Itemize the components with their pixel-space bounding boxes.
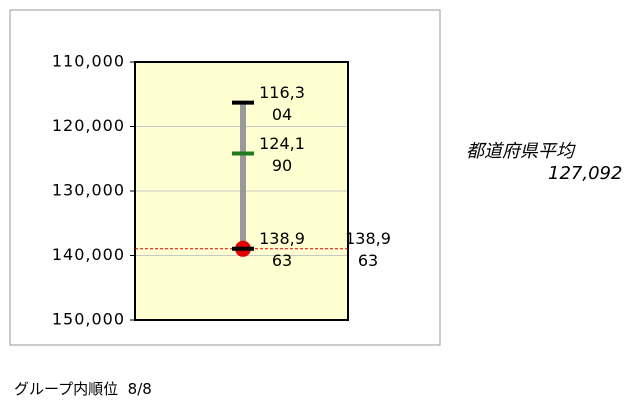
rank-name: グループ内順位 <box>14 380 119 398</box>
value-label: 138,963 <box>259 228 305 270</box>
value-label: 124,190 <box>259 133 305 175</box>
average-name: 都道府県平均 <box>466 141 574 162</box>
y-tick-label: 110,000 <box>52 52 125 71</box>
rank-label: 8/8 <box>127 380 152 398</box>
point-label: 138,963 <box>345 228 391 270</box>
y-tick-label: 150,000 <box>52 310 125 329</box>
y-tick-label: 120,000 <box>52 116 125 135</box>
y-tick-label: 130,000 <box>52 181 125 200</box>
rank: グループ内順位 8/8 <box>14 378 152 399</box>
average-label: 127,092 <box>548 163 623 184</box>
plot-border <box>134 61 349 321</box>
value-label: 116,304 <box>259 82 305 124</box>
y-tick-label: 140,000 <box>52 245 125 264</box>
